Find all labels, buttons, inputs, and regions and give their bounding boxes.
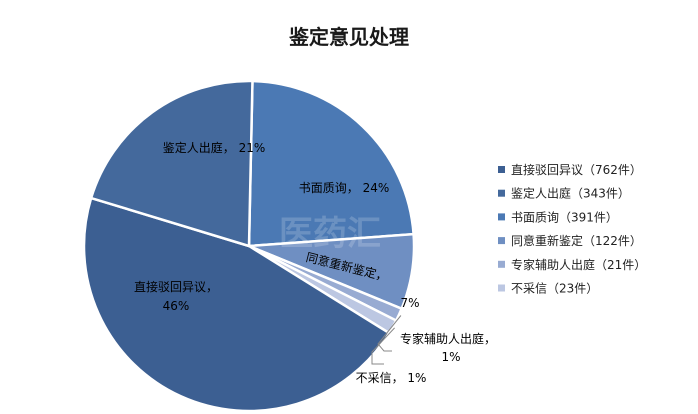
legend-swatch [498, 260, 505, 268]
watermark: 医药汇 [279, 214, 381, 254]
legend-item: 同意重新鉴定（122件） [511, 233, 642, 248]
data-label: 鉴定人出庭， 21% [163, 140, 266, 155]
legend-swatch [498, 166, 505, 173]
data-label: 书面质询， 24% [299, 181, 390, 195]
legend-item: 鉴定人出庭（343件） [511, 186, 630, 201]
leader-line [377, 315, 402, 352]
legend-swatch [498, 284, 505, 292]
pie-slice [247, 79, 415, 248]
legend-item: 不采信（23件） [511, 282, 598, 296]
legend-item: 书面质询（391件） [511, 210, 618, 224]
leader-line [371, 327, 395, 365]
pie-slice [82, 196, 391, 413]
legend-swatch [498, 189, 505, 197]
data-label: 46% [163, 299, 190, 313]
pie-slices [82, 79, 416, 413]
data-label: 直接驳回异议， [134, 279, 218, 294]
pie-slice [89, 79, 254, 248]
legend-swatch [498, 213, 505, 221]
data-label: 7% [400, 296, 419, 310]
legend-swatch [498, 237, 505, 245]
legend: 直接驳回异议（762件） 鉴定人出庭（343件） 书面质询（391件） 同意重新鉴定（… [498, 162, 646, 296]
data-label: 专家辅助人出庭， [400, 331, 496, 346]
legend-item: 专家辅助人出庭（21件） [511, 257, 646, 272]
chart-title: 鉴定意见处理 [288, 25, 409, 49]
legend-item: 直接驳回异议（762件） [511, 162, 642, 177]
data-label: 1% [441, 350, 460, 364]
data-label: 不采信， 1% [356, 371, 427, 385]
